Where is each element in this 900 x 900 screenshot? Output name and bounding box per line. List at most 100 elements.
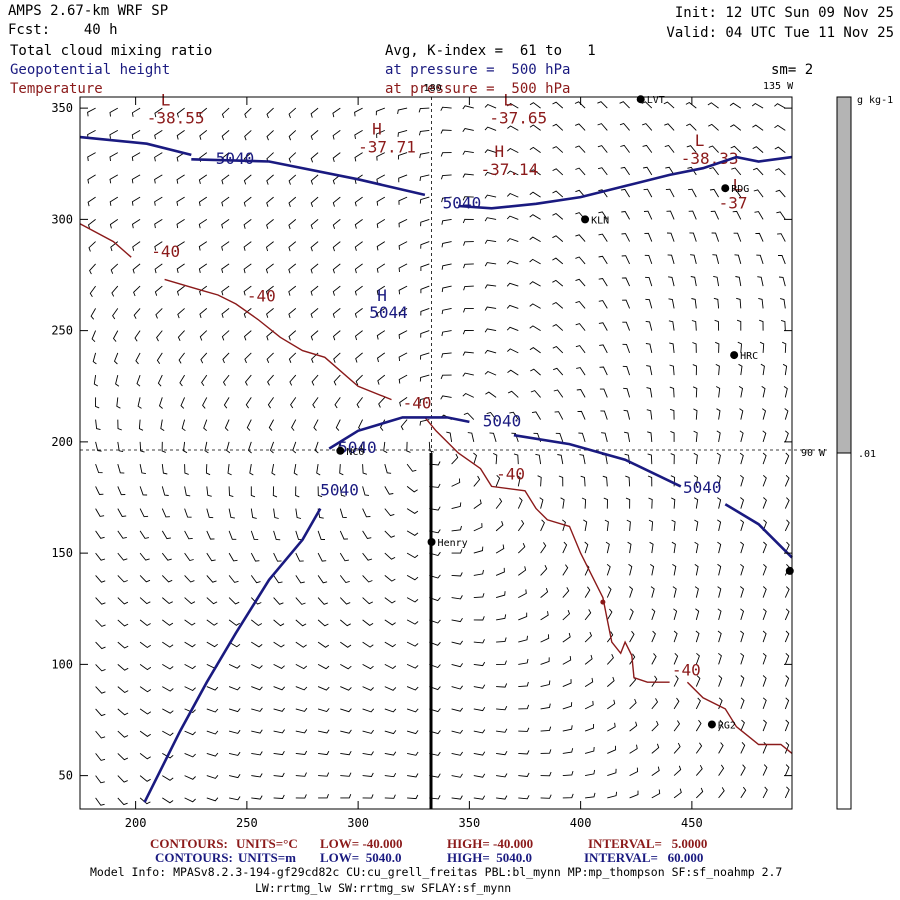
wind-barb — [318, 794, 329, 799]
footer-height-low: LOW= 5040.0 — [320, 850, 402, 865]
wind-barb — [139, 575, 151, 583]
wind-barb — [621, 233, 631, 242]
wind-barb — [400, 419, 408, 431]
wind-barb — [251, 751, 263, 756]
wind-barb — [599, 366, 608, 376]
wind-barb — [310, 130, 319, 141]
wind-barb — [406, 441, 411, 453]
wind-barb — [117, 486, 126, 496]
wind-barb — [783, 386, 788, 398]
wind-barb — [139, 597, 151, 605]
wind-barb — [360, 441, 365, 454]
wind-barb — [176, 152, 185, 162]
wind-barb — [139, 797, 151, 805]
wind-barb — [87, 152, 96, 162]
height-high-value: 5044 — [369, 303, 408, 322]
wind-barb — [162, 753, 174, 759]
plot-frame — [79, 96, 793, 810]
temperature-contours: -40-40-40-40-40L-38.55H-37.71L-37.65H-37… — [79, 91, 793, 754]
wind-barb — [473, 569, 484, 576]
x-tick-label: 450 — [681, 816, 703, 830]
height-contour-label: 5040 — [683, 478, 722, 497]
wind-barb — [762, 408, 767, 420]
wind-barb — [584, 746, 595, 754]
wind-barb — [603, 497, 608, 509]
wind-barb — [384, 641, 396, 648]
wind-barb — [295, 486, 300, 498]
wind-barb — [250, 597, 262, 605]
station-label: NCO — [346, 447, 364, 458]
wind-barb — [139, 441, 145, 453]
wind-barb — [87, 196, 96, 207]
wind-barb — [715, 363, 720, 376]
wind-barb — [131, 130, 141, 139]
temperature-extreme-value: -38.33 — [681, 149, 739, 168]
wind-barb — [95, 397, 100, 409]
pressure-temperature-label: at pressure = 500 hPa — [385, 81, 571, 97]
wind-barb — [496, 614, 507, 621]
wind-barb — [362, 772, 374, 777]
wind-barb — [228, 575, 239, 583]
wind-barb — [740, 497, 745, 509]
wind-barb — [690, 254, 697, 265]
wind-barb — [157, 374, 163, 387]
wind-barb — [418, 129, 430, 136]
wind-barb — [406, 486, 418, 493]
wind-barb — [506, 260, 519, 265]
wind-barb — [178, 352, 185, 364]
wind-barb — [774, 146, 786, 153]
wind-barb — [695, 630, 700, 643]
wind-barb — [629, 586, 634, 598]
wind-barb — [156, 330, 163, 342]
wind-barb — [562, 770, 574, 777]
wind-barb — [420, 285, 430, 294]
wind-barb — [717, 586, 722, 598]
y-tick-label: 350 — [51, 101, 73, 115]
wind-barb — [117, 463, 125, 474]
wind-barb — [228, 552, 238, 562]
wind-barb — [562, 587, 570, 598]
wind-barb — [332, 196, 341, 207]
wind-barb — [784, 741, 790, 754]
wind-barb — [516, 475, 521, 487]
wind-barb — [718, 787, 725, 799]
wind-barb — [295, 707, 308, 712]
wind-barb — [176, 107, 185, 118]
wind-barb — [562, 679, 572, 688]
x-tick-label: 250 — [236, 816, 258, 830]
meridian-135w-label: 135 W — [763, 81, 794, 92]
wind-barb — [184, 597, 196, 605]
wind-barb — [310, 330, 319, 341]
wind-barb — [762, 675, 767, 687]
wind-barb — [441, 241, 452, 248]
wind-barb — [540, 680, 551, 688]
wind-barb — [420, 307, 430, 316]
footer-height-high: HIGH= 5040.0 — [447, 850, 533, 865]
wind-barb — [340, 619, 351, 627]
wind-barb — [495, 497, 503, 509]
wind-barb — [540, 703, 551, 710]
wind-barb — [156, 352, 163, 364]
wind-barb — [507, 147, 519, 154]
wind-barb — [451, 751, 463, 756]
wind-barb — [184, 708, 196, 714]
wind-barb — [562, 725, 573, 732]
wind-barb — [87, 107, 96, 117]
wind-barb — [266, 330, 274, 341]
wind-barb — [317, 619, 329, 627]
wind-barb — [762, 452, 767, 465]
wind-barb — [507, 369, 519, 376]
wind-barb — [646, 387, 653, 398]
wind-barb — [184, 775, 196, 780]
wind-barb — [606, 586, 612, 598]
wind-barb — [362, 729, 374, 734]
wind-barb — [244, 352, 252, 364]
footer-height-interval: INTERVAL= 60.000 — [584, 850, 704, 865]
wind-barb — [362, 686, 374, 691]
wind-barb — [397, 129, 408, 137]
wind-barb — [463, 263, 474, 269]
wind-barb — [154, 241, 163, 251]
wind-barb — [518, 704, 530, 710]
wind-barb — [384, 686, 397, 691]
wind-barb — [289, 374, 297, 386]
